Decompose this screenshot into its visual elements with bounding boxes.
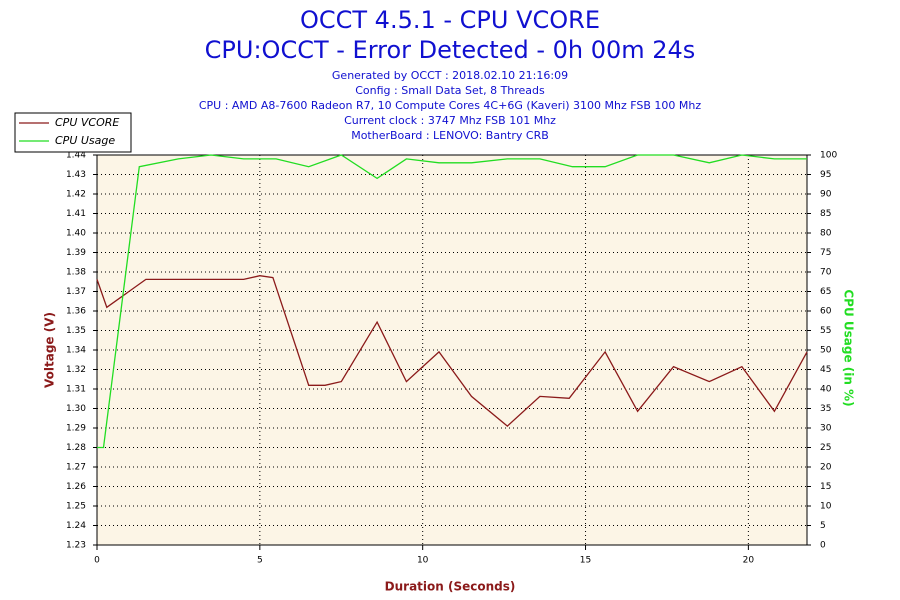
plot-area [97,155,807,545]
legend-label: CPU VCORE [55,116,119,129]
y-tick-label: 1.40 [66,229,86,239]
x-tick-label: 0 [94,556,100,566]
y-tick-label: 1.30 [66,404,86,414]
y-tick-label: 1.39 [66,248,86,258]
y-axis-label: Voltage (V) [43,312,57,388]
y2-axis-label: CPU Usage (in %) [842,289,856,406]
x-axis-label: Duration (Seconds) [385,580,516,594]
y-tick-label: 1.28 [66,443,86,453]
y2-tick-label: 30 [820,424,832,434]
info-line: MotherBoard : LENOVO: Bantry CRB [351,129,549,142]
y-tick-label: 1.32 [66,365,86,375]
y-tick-label: 1.24 [66,521,86,531]
y-tick-label: 1.41 [66,209,86,219]
y2-tick-label: 0 [820,541,826,551]
y-tick-label: 1.42 [66,190,86,200]
y-tick-label: 1.43 [66,170,86,180]
y2-tick-label: 40 [820,385,832,395]
y2-tick-label: 15 [820,482,831,492]
y2-tick-label: 20 [820,463,832,473]
y-tick-label: 1.38 [66,268,86,278]
y-tick-label: 1.27 [66,463,86,473]
y2-tick-label: 90 [820,190,832,200]
y2-tick-label: 25 [820,443,831,453]
y2-tick-label: 55 [820,326,831,336]
y-tick-label: 1.35 [66,326,86,336]
y-tick-label: 1.36 [66,307,86,317]
y-tick-label: 1.26 [66,482,86,492]
legend-label: CPU Usage [55,134,115,147]
y2-tick-label: 50 [820,346,832,356]
y-tick-label: 1.29 [66,424,86,434]
y2-tick-label: 10 [820,502,832,512]
y2-tick-label: 65 [820,287,831,297]
info-line: Generated by OCCT : 2018.02.10 21:16:09 [332,69,568,82]
y2-tick-label: 75 [820,248,831,258]
y-tick-label: 1.25 [66,502,86,512]
y2-tick-label: 60 [820,307,832,317]
info-line: Config : Small Data Set, 8 Threads [355,84,545,97]
x-tick-label: 5 [257,556,263,566]
y2-tick-label: 100 [820,151,837,161]
chart-title: OCCT 4.5.1 - CPU VCORE [300,6,600,34]
plot-frame [96,154,808,546]
series-line [97,154,807,449]
y2-tick-label: 35 [820,404,831,414]
series-line [96,275,808,427]
y2-tick-label: 80 [820,229,832,239]
info-line: Current clock : 3747 Mhz FSB 101 Mhz [344,114,556,127]
x-tick-label: 15 [580,556,591,566]
y-tick-label: 1.23 [66,541,86,551]
y2-tick-label: 70 [820,268,832,278]
chart-subtitle: CPU:OCCT - Error Detected - 0h 00m 24s [205,36,696,64]
y2-tick-label: 5 [820,521,826,531]
y2-tick-label: 95 [820,170,831,180]
legend-box [14,112,132,153]
y2-tick-label: 85 [820,209,831,219]
y-tick-label: 1.44 [66,151,86,161]
x-tick-label: 20 [743,556,755,566]
y2-tick-label: 45 [820,365,831,375]
y-tick-label: 1.34 [66,346,86,356]
y-tick-label: 1.31 [66,385,86,395]
x-tick-label: 10 [417,556,429,566]
info-line: CPU : AMD A8-7600 Radeon R7, 10 Compute … [199,99,702,112]
y-tick-label: 1.37 [66,287,86,297]
